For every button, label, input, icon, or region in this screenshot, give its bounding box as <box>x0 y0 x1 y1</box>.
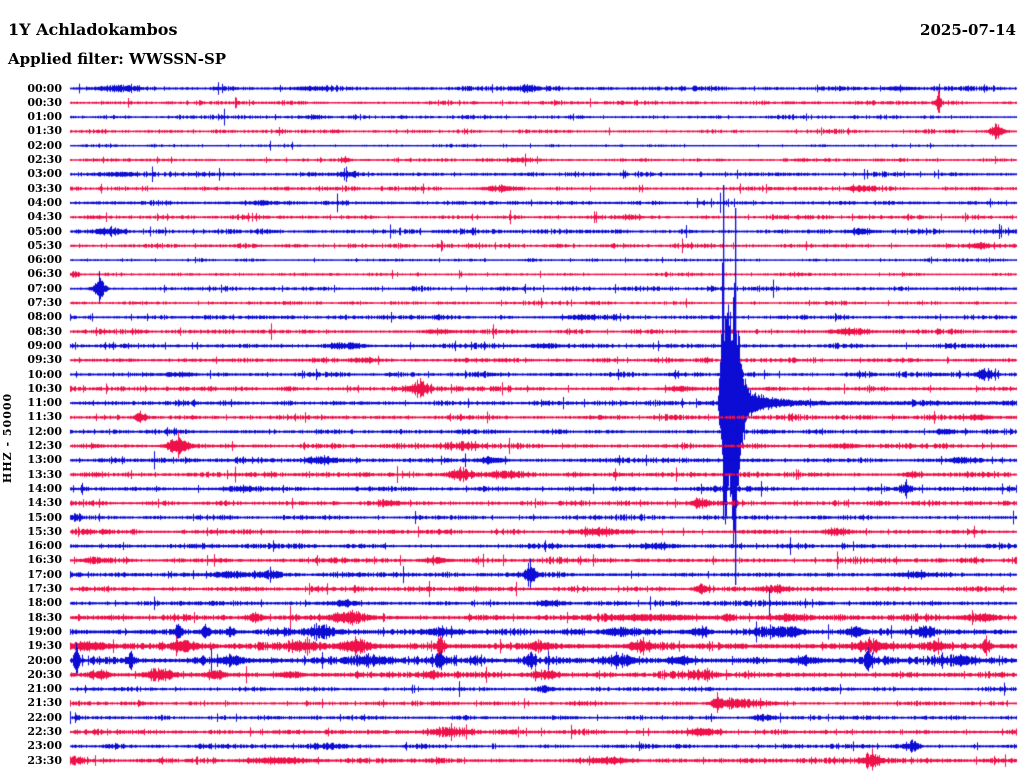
time-label: 03:00 <box>27 167 62 181</box>
time-label: 05:30 <box>27 238 62 252</box>
time-label: 10:30 <box>27 381 62 395</box>
time-label: 22:00 <box>27 710 62 724</box>
time-label: 04:00 <box>27 195 62 209</box>
time-label: 16:30 <box>27 553 62 567</box>
time-label: 12:00 <box>27 424 62 438</box>
time-label: 15:30 <box>27 524 62 538</box>
time-label: 21:30 <box>27 696 62 710</box>
applied-filter-label: Applied filter: WWSSN-SP <box>8 50 227 68</box>
time-label: 09:30 <box>27 353 62 367</box>
time-label: 13:00 <box>27 453 62 467</box>
time-label: 04:30 <box>27 210 62 224</box>
time-label: 23:00 <box>27 739 62 753</box>
time-label: 10:00 <box>27 367 62 381</box>
time-label: 20:00 <box>27 653 62 667</box>
time-label: 02:30 <box>27 153 62 166</box>
time-label: 06:00 <box>27 253 62 267</box>
time-label: 01:30 <box>27 124 62 138</box>
time-label: 16:00 <box>27 539 62 553</box>
time-label: 05:00 <box>27 224 62 238</box>
time-label: 21:00 <box>27 682 62 696</box>
time-label: 07:30 <box>27 296 62 309</box>
date-label: 2025-07-14 <box>920 21 1016 39</box>
time-label: 09:00 <box>27 338 62 352</box>
time-label: 01:00 <box>27 110 62 124</box>
time-label: 11:00 <box>27 396 62 410</box>
time-label: 00:30 <box>27 95 62 109</box>
time-label: 02:00 <box>27 138 62 152</box>
time-label: 11:30 <box>27 410 62 424</box>
time-label: 22:30 <box>27 725 62 738</box>
time-label: 13:30 <box>27 467 62 481</box>
time-label: 23:30 <box>27 753 62 767</box>
time-label: 20:30 <box>27 667 62 681</box>
time-label: 19:30 <box>27 639 62 653</box>
time-label: 08:30 <box>27 324 62 338</box>
time-label: 08:00 <box>27 310 62 324</box>
time-label: 07:00 <box>27 281 62 295</box>
page-title: 1Y Achladokambos <box>8 20 178 39</box>
time-label: 14:30 <box>27 496 62 510</box>
time-label: 12:30 <box>27 439 62 452</box>
time-label: 14:00 <box>27 481 62 495</box>
time-label: 17:30 <box>27 582 62 595</box>
time-label: 18:30 <box>27 610 62 624</box>
time-label: 06:30 <box>27 267 62 281</box>
time-label: 19:00 <box>27 624 62 638</box>
time-label: 15:00 <box>27 510 62 524</box>
time-label: 03:30 <box>27 181 62 195</box>
time-label: 00:00 <box>27 81 62 95</box>
time-label: 17:00 <box>27 567 62 581</box>
time-label: 18:00 <box>27 596 62 610</box>
